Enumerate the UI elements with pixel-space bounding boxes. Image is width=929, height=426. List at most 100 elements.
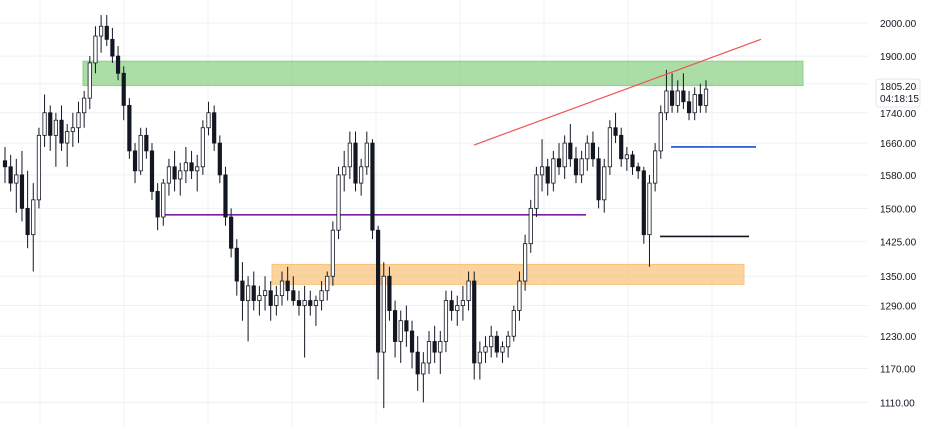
candle-body bbox=[229, 216, 234, 249]
candle-body bbox=[53, 119, 58, 136]
price-axis-label: 1230.00 bbox=[880, 332, 917, 343]
red-trendline bbox=[473, 38, 762, 146]
candle-series bbox=[2, 15, 709, 409]
candle-body bbox=[313, 300, 319, 306]
price-axis-label: 1580.00 bbox=[880, 171, 917, 182]
candle-body bbox=[31, 199, 36, 236]
candle-body bbox=[274, 295, 279, 306]
candle-body bbox=[302, 300, 307, 306]
candle-body bbox=[528, 207, 533, 245]
candle-body bbox=[573, 158, 579, 176]
candle-body bbox=[545, 166, 550, 184]
candle-body bbox=[189, 162, 194, 172]
candle-body bbox=[234, 247, 239, 282]
candle-body bbox=[8, 166, 13, 184]
candle-body bbox=[121, 72, 126, 106]
price-axis-label: 1900.00 bbox=[880, 52, 917, 63]
candle-body bbox=[483, 346, 488, 353]
candle-body bbox=[692, 94, 697, 114]
candle-body bbox=[240, 280, 245, 301]
candle-body bbox=[489, 335, 494, 348]
candle-body bbox=[579, 158, 584, 176]
candle-body bbox=[257, 295, 262, 301]
candle-body bbox=[455, 305, 460, 311]
candle-body bbox=[370, 142, 375, 231]
support-zone bbox=[271, 263, 745, 285]
candle-body bbox=[149, 150, 155, 192]
candle-body bbox=[460, 300, 466, 306]
candle-body bbox=[376, 229, 381, 353]
candle-body bbox=[562, 142, 567, 168]
candle-body bbox=[99, 25, 104, 37]
candle-body bbox=[506, 335, 511, 348]
candle-body bbox=[443, 300, 449, 342]
candle-body bbox=[472, 280, 477, 364]
candle-body bbox=[624, 154, 629, 160]
price-axis-label: 1740.00 bbox=[880, 109, 917, 120]
candle-body bbox=[166, 166, 172, 184]
candle-body bbox=[551, 158, 556, 184]
trendline-layer bbox=[473, 38, 762, 146]
candle-body bbox=[596, 158, 601, 201]
candle-body bbox=[421, 362, 426, 375]
candle-body bbox=[183, 162, 188, 172]
candle-body bbox=[59, 119, 64, 144]
candle-body bbox=[115, 55, 121, 74]
price-axis-label: 1350.00 bbox=[880, 272, 917, 283]
candle-body bbox=[426, 341, 432, 364]
candle-body bbox=[285, 280, 290, 292]
candle-body bbox=[87, 62, 92, 99]
candle-body bbox=[104, 25, 109, 40]
candle-body bbox=[353, 142, 358, 184]
candle-body bbox=[217, 142, 222, 176]
candle-body bbox=[392, 310, 398, 342]
candle-body bbox=[223, 174, 228, 218]
last-price-value: 1805.20 bbox=[880, 82, 917, 93]
candle-body bbox=[291, 290, 296, 301]
candle-body bbox=[14, 174, 19, 184]
price-axis-label: 1110.00 bbox=[880, 398, 915, 409]
candle-body bbox=[364, 142, 369, 168]
candle-body bbox=[178, 170, 183, 180]
candle-body bbox=[653, 150, 658, 184]
price-axis[interactable]: 2000.001900.001820.001740.001660.001580.… bbox=[880, 19, 917, 409]
candle-body bbox=[144, 134, 149, 152]
candle-body bbox=[347, 142, 352, 168]
candle-body bbox=[212, 112, 217, 144]
candle-body bbox=[534, 174, 539, 209]
price-axis-label: 1290.00 bbox=[880, 302, 917, 313]
candle-body bbox=[568, 142, 573, 160]
candle-body bbox=[359, 166, 364, 184]
price-axis-label: 1170.00 bbox=[880, 364, 916, 375]
candle-body bbox=[25, 207, 30, 236]
candle-body bbox=[630, 154, 635, 168]
candle-body bbox=[432, 341, 437, 353]
candle-body bbox=[200, 127, 205, 168]
candle-body bbox=[325, 275, 330, 292]
candle-body bbox=[296, 300, 302, 306]
candle-body bbox=[93, 35, 98, 64]
countdown-timer: 04:18:15 bbox=[880, 94, 919, 105]
candle-body bbox=[342, 166, 347, 176]
candle-body bbox=[308, 300, 313, 306]
price-axis-label: 1425.00 bbox=[880, 237, 917, 248]
last-price-tag-box bbox=[875, 78, 921, 108]
candle-body bbox=[607, 127, 612, 168]
candle-body bbox=[251, 285, 256, 301]
candle-body bbox=[138, 134, 143, 172]
candle-body bbox=[590, 142, 596, 160]
candle-body bbox=[161, 182, 166, 218]
candle-body bbox=[36, 134, 42, 201]
price-axis-label: 2000.00 bbox=[880, 19, 917, 30]
candle-body bbox=[279, 280, 285, 297]
candle-body bbox=[523, 243, 528, 282]
candle-body bbox=[70, 127, 75, 132]
candle-body bbox=[681, 90, 686, 103]
last-price-tag: 1805.20 04:18:15 bbox=[875, 78, 921, 108]
candle-body bbox=[330, 229, 335, 277]
candle-body bbox=[42, 112, 47, 136]
candle-body bbox=[336, 174, 341, 231]
candle-body bbox=[585, 142, 590, 160]
candle-body bbox=[132, 150, 138, 172]
